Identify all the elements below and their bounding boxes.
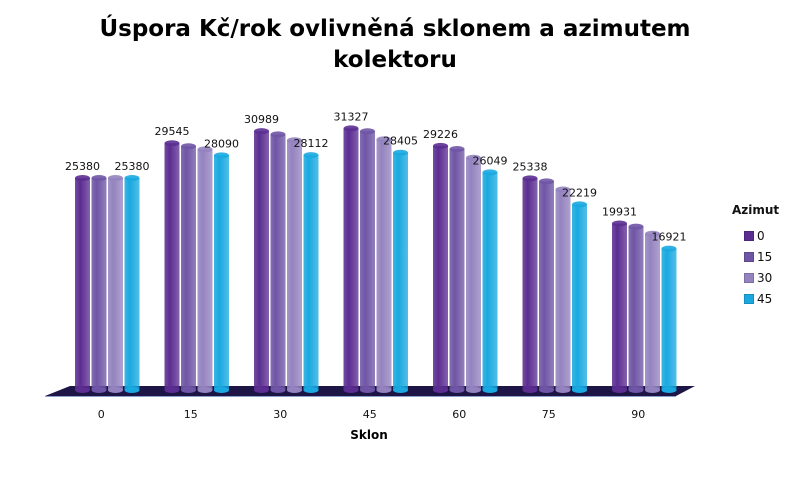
bar-groups <box>75 125 677 393</box>
bar-group-60 <box>433 142 498 393</box>
bar <box>645 233 660 390</box>
bar <box>214 155 229 390</box>
bar <box>628 226 644 390</box>
data-label: 29226 <box>423 128 458 141</box>
bar <box>108 178 123 390</box>
bar <box>393 152 408 390</box>
legend-item-0: 0 <box>744 225 779 246</box>
legend-label: 15 <box>757 249 773 264</box>
data-label: 28112 <box>294 137 329 150</box>
x-tick-label: 30 <box>273 408 287 421</box>
data-label: 28405 <box>383 135 418 148</box>
chart-title-line-2: kolektoru <box>333 47 457 73</box>
bar <box>124 178 140 390</box>
x-axis-label: Sklon <box>350 428 388 442</box>
data-labels: 25380 25380 29545 28090 30989 28112 31327 28405… <box>65 110 687 243</box>
data-label: 31327 <box>334 110 369 123</box>
bar <box>482 172 498 390</box>
data-label: 25380 <box>115 160 150 173</box>
legend-swatch <box>744 230 754 241</box>
bar <box>91 178 107 390</box>
bar-group-75 <box>522 175 587 393</box>
legend: Azimut 0 15 30 45 <box>728 203 779 309</box>
legend-label: 30 <box>757 270 773 285</box>
x-tick-label: 45 <box>363 408 377 421</box>
bar <box>376 139 392 390</box>
bar <box>661 248 677 390</box>
bar <box>343 128 359 390</box>
x-tick-label: 90 <box>631 408 645 421</box>
bar-group-30 <box>254 128 319 393</box>
legend-item-30: 30 <box>744 267 779 288</box>
bar <box>181 146 196 390</box>
legend-item-45: 45 <box>744 288 779 309</box>
bar <box>75 178 90 390</box>
bar <box>539 181 554 390</box>
data-label: 29545 <box>155 125 190 138</box>
legend-label: 45 <box>757 291 773 306</box>
bar <box>572 204 587 390</box>
bar <box>197 149 213 390</box>
legend-swatch <box>744 272 754 283</box>
chart-title-line-1: Úspora Kč/rok ovlivněná sklonem a azimut… <box>99 16 691 42</box>
legend-title: Azimut <box>732 203 780 217</box>
data-label: 26049 <box>473 154 508 167</box>
legend-swatch <box>744 293 754 304</box>
bar <box>270 134 286 390</box>
bar <box>612 223 627 390</box>
x-tick-label: 0 <box>98 408 105 421</box>
x-tick-label: 75 <box>542 408 556 421</box>
bar <box>449 149 465 390</box>
data-label: 19931 <box>602 206 637 219</box>
bar-group-45 <box>343 125 408 393</box>
bar <box>522 178 538 390</box>
bar <box>303 155 319 390</box>
bar <box>555 189 571 390</box>
chart-title: Úspora Kč/rok ovlivněná sklonem a azimut… <box>0 14 790 76</box>
legend-swatch <box>744 251 754 262</box>
data-label: 16921 <box>652 231 687 244</box>
bar <box>433 145 448 390</box>
data-label: 22219 <box>562 186 597 199</box>
bar-group-0 <box>75 175 140 393</box>
legend-label: 0 <box>757 228 765 243</box>
bar-group-15 <box>164 140 229 393</box>
bar <box>254 131 269 390</box>
bar <box>287 140 302 390</box>
x-tick-label: 60 <box>452 408 466 421</box>
bar-group-90 <box>612 220 677 393</box>
bar <box>360 131 375 391</box>
data-label: 25380 <box>65 160 100 173</box>
legend-item-15: 15 <box>744 246 779 267</box>
data-label: 28090 <box>204 137 239 150</box>
x-axis-ticks: 0 15 30 45 60 75 90 <box>98 408 646 421</box>
data-label: 25338 <box>513 160 548 173</box>
bar <box>164 143 180 390</box>
data-label: 30989 <box>244 113 279 126</box>
bar <box>466 157 481 390</box>
x-tick-label: 15 <box>184 408 198 421</box>
